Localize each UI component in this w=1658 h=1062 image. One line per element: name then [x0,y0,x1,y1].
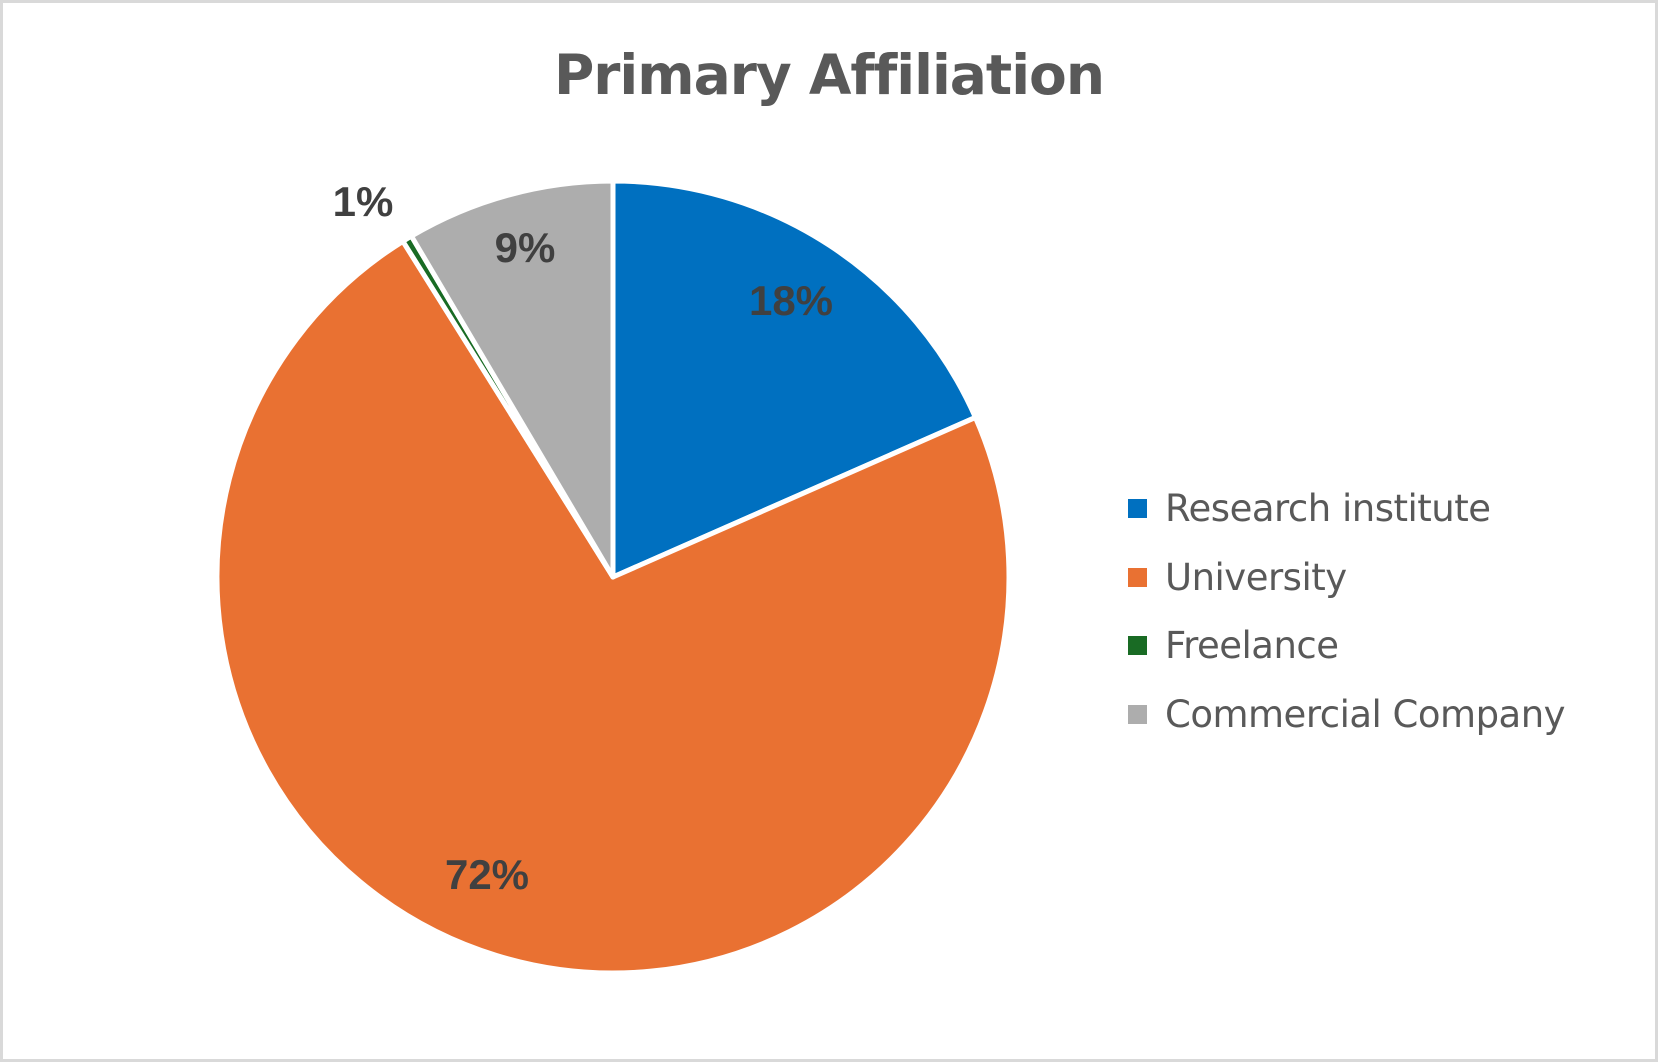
data-label-freelance: 1% [333,178,394,225]
data-label-commercial-company: 9% [495,224,556,271]
legend-label: Freelance [1165,624,1339,668]
legend-swatch-university [1128,567,1147,587]
chart-title: Primary Affiliation [553,43,1105,107]
legend-swatch-freelance [1128,636,1147,656]
legend-label: University [1165,555,1347,599]
data-labels: 18% 72% 1% 9% [333,178,833,898]
pie-slice-university[interactable] [214,238,1012,976]
legend-item-research-institute[interactable]: Research institute [1128,474,1565,543]
pie-slice-research-institute[interactable] [610,178,978,580]
data-label-research-institute: 18% [749,277,833,324]
legend-swatch-commercial-company [1128,704,1147,724]
pie-slice-commercial-company[interactable] [408,178,616,580]
legend-swatch-research-institute [1128,498,1147,518]
legend-label: Commercial Company [1165,692,1566,736]
pie-slices [214,178,1012,976]
legend-item-freelance[interactable]: Freelance [1128,611,1565,680]
legend-label: Research institute [1165,486,1491,530]
legend-item-university[interactable]: University [1128,543,1565,612]
data-label-university: 72% [445,851,529,898]
legend-item-commercial-company[interactable]: Commercial Company [1128,680,1566,749]
legend: Research institute University Freelance … [1128,474,1566,749]
